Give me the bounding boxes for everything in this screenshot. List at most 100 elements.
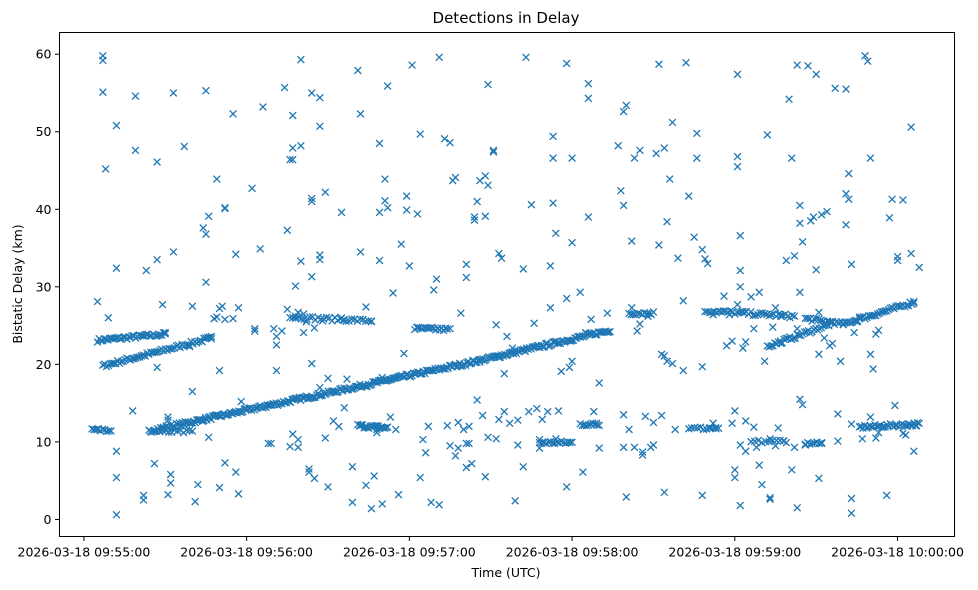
data-point — [207, 334, 216, 343]
data-point — [202, 278, 210, 287]
data-point — [519, 265, 528, 273]
data-point — [299, 310, 308, 318]
data-point — [202, 230, 210, 238]
data-point-track-o — [107, 427, 115, 435]
data-point — [904, 420, 913, 428]
data-point — [777, 312, 785, 321]
data-point-track-m — [826, 318, 835, 327]
data-point — [766, 434, 774, 443]
y-tick-label: 40 — [36, 202, 52, 217]
data-point — [378, 500, 387, 508]
data-point-track-k — [814, 315, 823, 324]
data-point — [842, 220, 850, 229]
data-point — [356, 110, 365, 118]
data-point — [733, 300, 742, 309]
data-point — [470, 213, 479, 221]
data-point — [815, 308, 823, 317]
data-point — [834, 410, 842, 418]
data-point — [638, 451, 647, 459]
data-point — [733, 152, 742, 161]
data-point — [701, 255, 709, 263]
data-point — [554, 407, 563, 415]
data-point-track-k — [803, 314, 812, 323]
data-point — [193, 480, 202, 489]
data-point — [513, 441, 522, 449]
data-point — [112, 510, 121, 519]
data-point — [741, 338, 750, 346]
data-point — [858, 434, 867, 443]
data-point — [362, 303, 370, 311]
data-point — [297, 55, 305, 64]
data-point — [142, 266, 151, 275]
data-point — [768, 323, 777, 332]
data-point — [728, 419, 736, 428]
data-point — [766, 495, 774, 504]
data-point — [760, 357, 769, 366]
data-point — [164, 490, 172, 499]
data-point — [690, 233, 698, 242]
data-point — [199, 224, 208, 232]
data-point — [150, 459, 159, 468]
y-tick-label: 50 — [36, 124, 52, 139]
data-point — [907, 249, 915, 258]
data-point-track-d — [347, 315, 356, 323]
data-point — [730, 465, 739, 474]
data-point — [777, 339, 785, 348]
data-point — [101, 165, 110, 173]
data-point-track-b — [117, 357, 126, 366]
data-point — [798, 237, 807, 246]
data-point — [736, 501, 745, 510]
data-point — [356, 421, 365, 430]
data-point — [842, 85, 850, 93]
data-point-track-d — [305, 312, 314, 321]
data-point — [899, 196, 907, 204]
data-point — [269, 324, 278, 333]
y-tick-label: 60 — [36, 47, 52, 62]
data-point — [871, 330, 880, 338]
data-point — [454, 418, 463, 427]
data-point — [104, 313, 113, 322]
data-point — [166, 470, 175, 479]
data-point — [668, 118, 677, 127]
data-point — [495, 351, 503, 360]
data-point — [191, 497, 199, 506]
data-point-track-j — [783, 312, 792, 321]
data-point-track-h — [582, 421, 591, 430]
data-point — [565, 363, 574, 372]
data-point — [684, 424, 693, 433]
data-point — [383, 82, 392, 90]
data-point-track-c2 — [528, 343, 537, 351]
data-point — [782, 438, 791, 447]
data-point — [505, 419, 514, 428]
x-tick-label: 2026-03-18 09:57:00 — [343, 545, 476, 560]
data-point — [362, 481, 370, 490]
data-point — [522, 53, 530, 62]
data-point — [316, 383, 324, 392]
data-point — [630, 443, 639, 452]
data-point-track-d — [364, 317, 373, 325]
data-point — [495, 415, 503, 424]
data-point-track-h — [593, 421, 601, 430]
data-point — [549, 154, 557, 162]
data-point — [535, 444, 544, 452]
data-point — [787, 465, 796, 474]
data-point — [562, 294, 571, 303]
data-point — [663, 357, 671, 366]
data-point — [310, 324, 319, 332]
data-point — [229, 110, 237, 118]
data-point-track-c1 — [221, 411, 230, 419]
data-point — [698, 362, 707, 371]
data-point — [481, 472, 490, 481]
data-point — [755, 288, 764, 297]
data-point — [793, 503, 802, 512]
data-point — [348, 498, 357, 507]
data-point — [728, 337, 736, 345]
data-point — [736, 266, 745, 275]
data-point — [855, 313, 864, 321]
x-tick-label: 2026-03-18 09:58:00 — [506, 545, 639, 560]
data-point — [627, 303, 636, 312]
data-point — [508, 344, 517, 352]
data-point-track-j — [788, 311, 797, 320]
data-point — [188, 302, 197, 311]
data-point-track-q — [687, 424, 696, 432]
